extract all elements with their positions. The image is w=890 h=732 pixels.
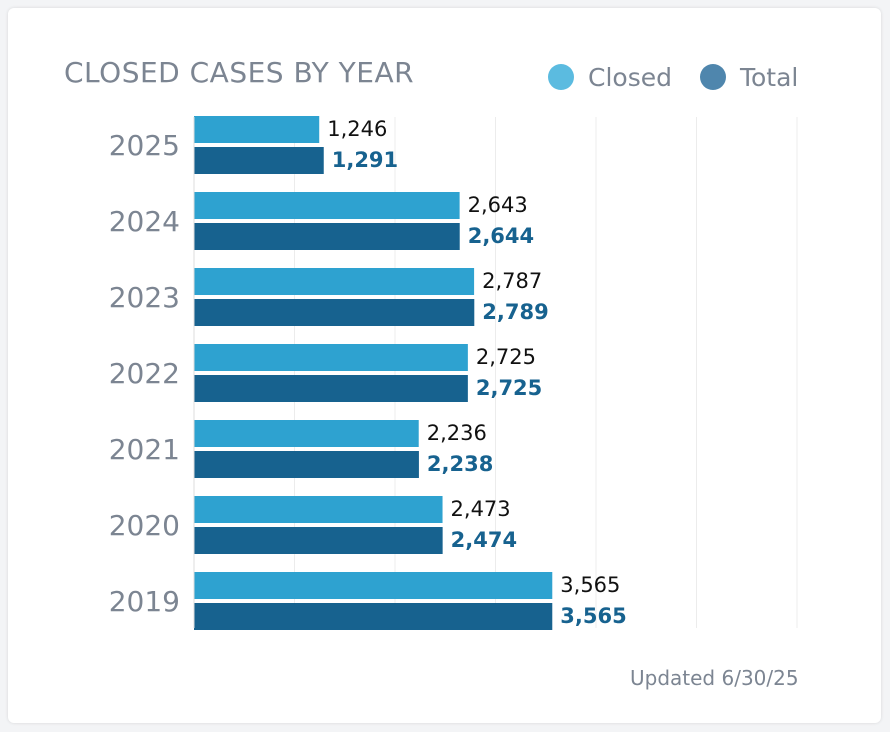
bar-closed: [194, 192, 460, 219]
legend-swatch-total: [699, 64, 726, 90]
chart-legend: Closed Total: [548, 60, 826, 94]
data-label-total: 2,789: [482, 300, 548, 324]
category-label: 2024: [109, 205, 180, 238]
data-label-total: 1,291: [332, 148, 398, 172]
data-label-total: 2,238: [427, 452, 493, 476]
data-label-closed: 3,565: [560, 573, 620, 597]
bar-total: [194, 147, 324, 174]
data-label-total: 3,565: [560, 604, 626, 628]
data-label-total: 2,725: [476, 376, 542, 400]
bar-closed: [194, 420, 419, 447]
bar-closed: [194, 268, 475, 295]
bar-total: [194, 223, 460, 250]
data-label-closed: 2,236: [427, 421, 487, 445]
data-label-closed: 2,787: [482, 269, 542, 293]
legend-item-total: Total: [699, 62, 799, 92]
data-label-total: 2,474: [451, 528, 517, 552]
category-label: 2025: [109, 129, 180, 162]
chart-title: CLOSED CASES BY YEAR: [64, 56, 415, 89]
bar-closed: [194, 572, 553, 599]
bar-closed: [194, 344, 468, 371]
bar-total: [194, 603, 553, 630]
category-label: 2022: [109, 357, 180, 390]
data-label-closed: 1,246: [327, 117, 387, 141]
category-label: 2023: [109, 281, 180, 314]
data-label-total: 2,644: [468, 224, 534, 248]
legend-item-closed: Closed: [548, 63, 672, 92]
bar-closed: [194, 116, 320, 143]
category-label: 2021: [109, 433, 180, 466]
legend-label-closed: Closed: [588, 62, 672, 92]
category-label: 2020: [109, 509, 180, 542]
data-label-closed: 2,725: [476, 345, 536, 369]
bar-total: [194, 375, 468, 402]
legend-swatch-closed: [548, 64, 574, 90]
legend-label-total: Total: [739, 62, 799, 92]
bar-closed: [194, 496, 443, 523]
category-label: 2019: [109, 585, 180, 618]
data-label-closed: 2,473: [451, 497, 511, 521]
updated-note: Updated 6/30/25: [630, 666, 799, 690]
bar-total: [194, 299, 475, 326]
bar-total: [194, 527, 443, 554]
data-label-closed: 2,643: [468, 193, 528, 217]
bar-total: [194, 451, 419, 478]
